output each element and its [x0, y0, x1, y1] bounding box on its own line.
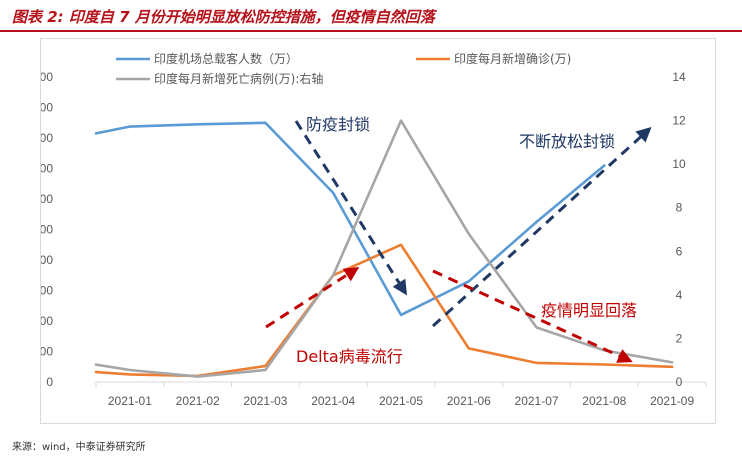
- y-left-tick-label: 0: [46, 375, 53, 389]
- y-left-tick-label: 400: [41, 314, 53, 328]
- chart-frame: 2021-01 2021-02 2021-03 2021-04 2021-05 2021-…: [40, 38, 716, 424]
- legend-label-1: 印度机场总载客人数（万）: [154, 51, 298, 66]
- y-right-tick-label: 0: [676, 375, 683, 389]
- series-line-1: [94, 121, 606, 317]
- y-left-tick-label: 1800: [41, 101, 53, 115]
- y-left-tick-label: 800: [41, 253, 53, 267]
- arrow-decline: [432, 269, 633, 363]
- legend-label-2: 印度每月新增确诊(万): [454, 51, 571, 66]
- series-line-3: [94, 119, 674, 378]
- annotation-label-2: 不断放松封锁: [519, 132, 615, 151]
- x-tick-label: 2021-02: [176, 394, 220, 408]
- y-right-tick-label: 8: [676, 201, 683, 215]
- y-right-tick-label: 12: [672, 114, 686, 128]
- y-right-tick-label: 2: [676, 331, 683, 345]
- x-tick-label: 2021-03: [243, 394, 287, 408]
- source-note: 来源：wind，中泰证券研究所: [12, 442, 146, 453]
- line-chart: 2021-01 2021-02 2021-03 2021-04 2021-05 2021-…: [41, 51, 707, 408]
- x-tick-label: 2021-07: [515, 394, 559, 408]
- y-left-tick-label: 1600: [41, 131, 53, 145]
- y-right-tick-label: 4: [676, 288, 683, 302]
- y-left-tick-label: 2000: [41, 70, 53, 84]
- y-right-tick-label: 10: [672, 157, 686, 171]
- annotation-label-1: 防疫封锁: [306, 115, 370, 134]
- y-left-tick-label: 600: [41, 284, 53, 298]
- x-tick-label: 2021-09: [650, 394, 694, 408]
- arrow-lockdown: [294, 120, 408, 296]
- y-left-tick-label: 1400: [41, 162, 53, 176]
- x-tick-label: 2021-08: [582, 394, 626, 408]
- x-tick-label: 2021-05: [379, 394, 423, 408]
- y-left-tick-label: 1000: [41, 223, 53, 237]
- y-right-tick-label: 14: [672, 70, 686, 84]
- arrow-reopen: [431, 126, 652, 328]
- x-tick-label: 2021-01: [108, 394, 152, 408]
- x-tick-label: 2021-04: [311, 394, 355, 408]
- y-left-tick-label: 1200: [41, 192, 53, 206]
- arrow-delta: [265, 266, 360, 329]
- series-line-2: [94, 243, 674, 378]
- annotation-label-4: 疫情明显回落: [541, 301, 637, 320]
- legend-label-3: 印度每月新增死亡病例(万):右轴: [154, 71, 323, 86]
- annotation-label-3: Delta病毒流行: [296, 347, 403, 366]
- x-tick-label: 2021-06: [447, 394, 491, 408]
- y-left-tick-label: 200: [41, 345, 53, 359]
- title-rule: [0, 30, 742, 32]
- figure-title: 图表 2: 印度自 7 月份开始明显放松防控措施，但疫情自然回落: [12, 8, 435, 26]
- figure-title-bar: 图表 2: 印度自 7 月份开始明显放松防控措施，但疫情自然回落: [0, 2, 742, 32]
- y-right-tick-label: 6: [676, 244, 683, 258]
